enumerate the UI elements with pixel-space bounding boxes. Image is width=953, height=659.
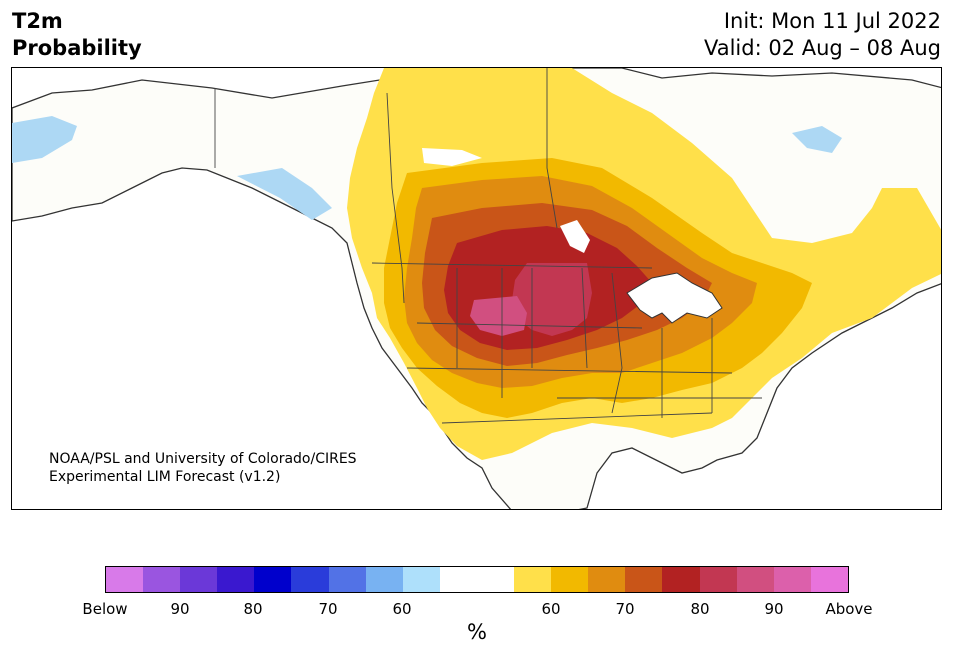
colorbar-cell <box>514 567 552 592</box>
colorbar-cell <box>810 567 848 592</box>
prob-85-contour <box>470 296 527 336</box>
colorbar-tick-label: Below <box>82 600 128 618</box>
colorbar-cell <box>217 567 255 592</box>
lake-winnipeg <box>560 220 590 253</box>
colorbar-cell <box>551 567 589 592</box>
credit-text: NOAA/PSL and University of Colorado/CIRE… <box>49 450 357 486</box>
colorbar-cell <box>773 567 811 592</box>
colorbar-cell <box>291 567 329 592</box>
map-svg <box>12 68 941 509</box>
title-right: Init: Mon 11 Jul 2022 Valid: 02 Aug – 08… <box>704 8 941 62</box>
colorbar-cell <box>699 567 737 592</box>
colorbar-cell <box>402 567 440 592</box>
valid-range: Valid: 02 Aug – 08 Aug <box>703 36 941 60</box>
great-lakes <box>626 272 723 324</box>
colorbar-tick-label: 80 <box>690 600 710 618</box>
credit-line-1: NOAA/PSL and University of Colorado/CIRE… <box>49 451 357 467</box>
colorbar-cell <box>439 567 477 592</box>
gulf-of-alaska-water <box>237 168 332 220</box>
colorbar-cell <box>736 567 774 592</box>
colorbar-tick-label: 60 <box>541 600 561 618</box>
quebec-water <box>792 126 842 153</box>
forecast-map <box>11 67 942 510</box>
colorbar-unit: % <box>467 620 487 644</box>
colorbar-tick-label: 60 <box>392 600 412 618</box>
colorbar-tick-label: 70 <box>318 600 338 618</box>
colorbar-cell <box>625 567 663 592</box>
hudson-region-lake <box>422 148 482 166</box>
colorbar-cell <box>476 567 515 592</box>
political-borders <box>214 68 762 424</box>
title-variable: T2m <box>12 9 63 33</box>
init-date: Init: Mon 11 Jul 2022 <box>723 9 941 33</box>
colorbar-tick-label: 80 <box>243 600 263 618</box>
title-left: T2m Probability <box>12 8 142 62</box>
title-subject: Probability <box>12 36 142 60</box>
colorbar <box>105 566 849 593</box>
colorbar-cell <box>106 567 144 592</box>
colorbar-tick-label: Above <box>825 600 873 618</box>
colorbar-tick-label: 70 <box>615 600 635 618</box>
colorbar-cell <box>588 567 626 592</box>
colorbar-tick-label: 90 <box>170 600 190 618</box>
colorbar-cell <box>328 567 366 592</box>
colorbar-cell <box>180 567 218 592</box>
colorbar-tick-label: 90 <box>764 600 784 618</box>
alaska-water <box>12 116 77 163</box>
colorbar-cell <box>254 567 292 592</box>
colorbar-cell <box>143 567 181 592</box>
colorbar-cell <box>662 567 700 592</box>
colorbar-cell <box>365 567 403 592</box>
credit-line-2: Experimental LIM Forecast (v1.2) <box>49 469 281 485</box>
